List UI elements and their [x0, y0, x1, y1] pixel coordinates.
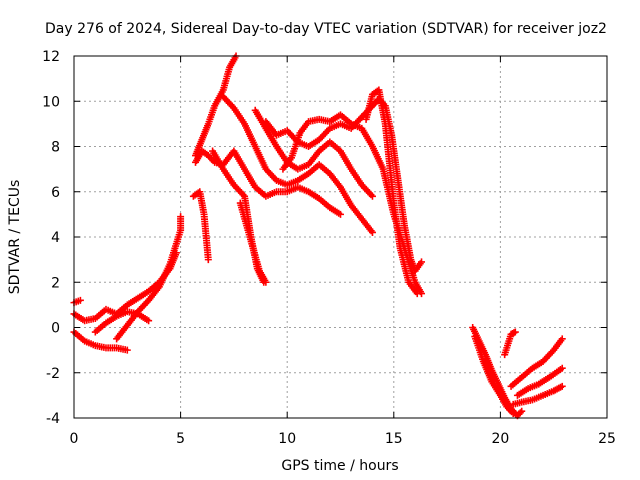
series-track-s	[513, 364, 566, 399]
y-axis-label: SDTVAR / TECUs	[7, 180, 23, 295]
series-track-f	[192, 52, 240, 160]
x-tick-label: 10	[278, 431, 296, 447]
series-track-d	[91, 308, 153, 336]
grid-layer	[74, 56, 607, 418]
series-track-h	[192, 147, 344, 218]
data-point	[368, 228, 376, 236]
data-point	[511, 328, 519, 336]
y-tick-label: -4	[46, 411, 60, 427]
series-track-g	[189, 188, 212, 264]
y-tick-label: 6	[51, 185, 60, 201]
marks-layer	[70, 52, 566, 420]
series-track-c	[70, 296, 84, 307]
data-point	[368, 192, 376, 200]
data-point	[204, 256, 212, 264]
x-axis-label: GPS time / hours	[281, 458, 398, 474]
data-point	[262, 278, 270, 286]
series-track-e	[113, 213, 185, 343]
data-point	[418, 258, 426, 266]
y-tick-label: 0	[51, 321, 60, 337]
x-tick-label: 5	[176, 431, 185, 447]
series-track-k	[236, 199, 270, 286]
ticks-layer: 0 5 10 15 20 25 -4 -2 0 2 4 6 8 10 12	[42, 49, 616, 447]
series-track-m	[262, 95, 426, 275]
y-tick-label: 2	[51, 275, 60, 291]
data-point	[177, 213, 185, 221]
data-point	[123, 346, 131, 354]
y-tick-label: 4	[51, 230, 60, 246]
data-point	[516, 409, 524, 417]
data-point	[413, 290, 421, 298]
series-track-l	[251, 106, 376, 200]
y-tick-label: 8	[51, 140, 60, 156]
data-point	[518, 407, 526, 415]
chart-title: Day 276 of 2024, Sidereal Day-to-day VTE…	[45, 21, 607, 37]
x-tick-label: 15	[385, 431, 403, 447]
x-tick-label: 20	[491, 431, 509, 447]
series-track-t	[509, 382, 566, 408]
y-tick-label: 10	[42, 94, 60, 110]
x-tick-label: 0	[70, 431, 79, 447]
data-point	[558, 364, 566, 372]
series-track-q	[471, 333, 517, 417]
series-track-u	[501, 328, 519, 359]
series-track-r	[507, 335, 566, 390]
x-tick-label: 25	[598, 431, 616, 447]
series-track-o	[362, 86, 421, 298]
series-track-b	[70, 328, 131, 354]
data-point	[509, 409, 517, 417]
data-point	[558, 335, 566, 343]
series-track-j	[219, 93, 376, 236]
y-tick-label: -2	[46, 366, 60, 382]
data-point	[76, 296, 84, 304]
data-point	[145, 317, 153, 325]
data-point	[337, 210, 344, 218]
data-point	[558, 382, 566, 390]
y-tick-label: 12	[42, 49, 60, 65]
